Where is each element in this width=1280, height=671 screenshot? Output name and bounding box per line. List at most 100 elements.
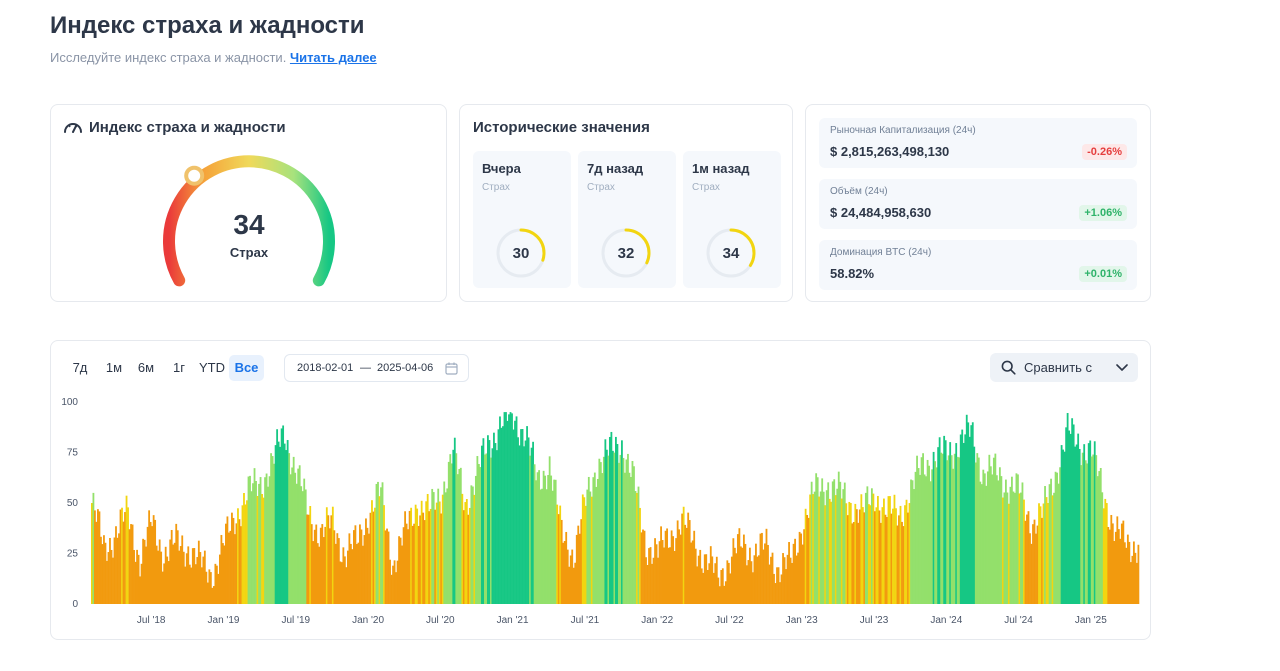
history-bar [973,446,976,604]
history-bar [226,516,229,604]
history-bar [265,473,268,604]
history-bar [687,512,690,604]
history-bar [193,548,196,604]
history-bar [670,530,673,604]
range-6m-button[interactable]: 6м [137,360,155,375]
history-bar [312,541,315,604]
history-bar [916,455,918,604]
history-bar [741,547,744,604]
history-sub: Страх [587,182,615,193]
date-range-picker[interactable]: 2018-02-01 — 2025-04-06 [284,354,469,382]
history-bar [468,507,471,604]
history-bar [976,453,979,604]
history-bar [490,457,492,604]
history-bar [109,537,111,604]
history-bar [1014,492,1016,604]
history-bar [530,447,533,604]
history-bar [327,515,330,604]
history-bar [940,452,943,604]
history-bar [791,562,793,604]
history-bar [366,527,369,604]
history-bar [711,556,714,604]
history-bar [922,453,924,604]
history-bar [1126,534,1129,604]
history-bar [651,563,653,604]
range-1m-button[interactable]: 1м [105,360,123,375]
stat-change-badge: +1.06% [1079,205,1127,221]
history-bar [959,434,962,604]
history-bar [1074,446,1077,604]
history-bar [178,550,181,604]
history-bar [484,454,486,604]
history-bar [134,561,137,604]
history-bar [446,488,449,604]
history-bar [715,556,718,604]
history-bar [595,486,598,604]
history-bar [988,454,991,604]
history-bar [182,551,185,604]
history-bar [261,494,263,604]
gauge-knob [184,165,205,186]
history-bar [154,519,157,604]
history-bar [253,468,256,604]
history-bar [116,537,119,604]
history-bar [202,556,205,604]
x-tick-label: Jan '25 [1075,615,1107,626]
range-all-button[interactable]: Все [229,355,264,381]
gauge-value: 34 [233,209,265,240]
x-tick-label: Jan '20 [352,615,384,626]
page-subtitle: Исследуйте индекс страха и жадности. Чит… [50,50,377,65]
history-bar [880,522,882,604]
history-bar [794,538,796,604]
history-bar [140,563,143,604]
history-bar [288,453,291,604]
range-7d-button[interactable]: 7д [72,360,88,375]
history-bar [280,428,283,604]
history-bar [535,480,538,604]
history-bar [496,450,498,604]
history-bar [783,557,786,604]
history-bar [883,498,885,604]
history-bar [1132,541,1135,604]
history-bar [343,556,346,604]
compare-dropdown[interactable]: Сравнить с [990,353,1138,382]
history-bar [315,524,318,604]
read-more-link[interactable]: Читать далее [289,50,377,65]
history-bar [164,546,167,604]
history-bar [511,413,513,604]
history-bar [133,550,135,604]
history-bar [401,545,403,604]
history-bar [518,445,521,604]
date-to: 2025-04-06 [377,362,434,374]
history-bar [506,420,509,604]
history-bar [773,573,775,604]
history-bar [417,525,420,604]
history-bar [1098,471,1101,604]
history-bar [1000,476,1003,604]
history-bar [774,583,777,604]
history-bar [895,508,897,604]
history-bar [729,573,732,604]
history-bar [1045,497,1048,604]
history-bar [494,443,497,604]
history-bar [374,507,376,604]
history-bar [604,439,607,604]
history-bar [672,536,675,604]
history-bar [813,491,816,604]
history-bar [1122,520,1125,604]
history-bar [553,479,556,604]
range-ytd-button[interactable]: YTD [199,360,225,375]
history-bar [1078,448,1081,604]
history-bar [348,533,351,604]
history-bar [1006,492,1009,604]
history-bar [733,547,736,604]
history-bar [194,564,197,604]
history-bar [485,453,488,604]
history-bar [961,429,964,604]
history-bar [663,547,665,604]
history-bar [548,456,551,604]
range-1y-button[interactable]: 1г [173,360,185,375]
history-bar [982,469,985,604]
history-bar [223,545,226,604]
history-bar [321,524,324,604]
